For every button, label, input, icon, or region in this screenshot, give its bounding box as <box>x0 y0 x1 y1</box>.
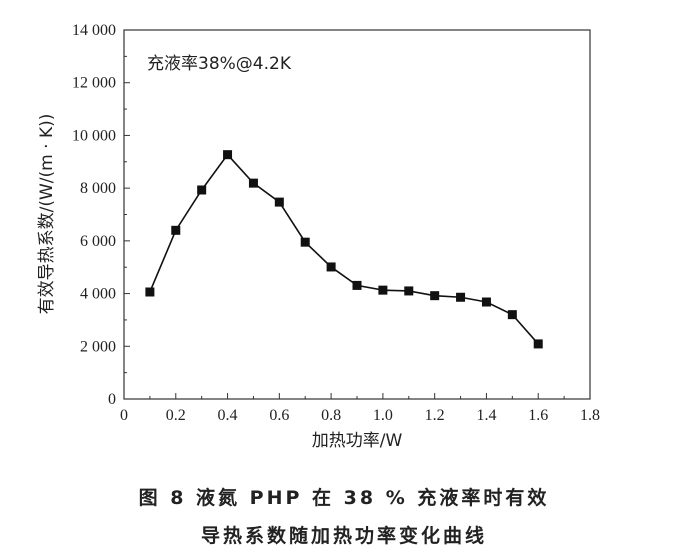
data-point <box>456 292 466 302</box>
y-tick-label: 14 000 <box>72 22 116 39</box>
y-tick-label: 0 <box>108 391 116 408</box>
data-point <box>430 291 440 301</box>
y-tick-label: 8 000 <box>80 180 116 197</box>
data-point <box>507 310 517 320</box>
figure-caption-line2: 导热系数随加热功率变化曲线 <box>200 525 487 547</box>
y-tick-label: 4 000 <box>80 286 116 303</box>
data-point <box>197 185 207 195</box>
data-point <box>326 262 336 272</box>
y-tick-label: 6 000 <box>80 233 116 250</box>
data-point <box>274 197 284 207</box>
x-tick-label: 1.6 <box>528 407 548 424</box>
annotation: 充液率38%@4.2K <box>147 54 292 74</box>
data-point <box>378 285 388 295</box>
y-axis-label: 有效导热系数/(W/(m · K)) <box>37 114 57 315</box>
data-point <box>404 286 414 296</box>
figure-caption-line1: 图 8 液氮 PHP 在 38 % 充液率时有效 <box>138 487 550 509</box>
x-tick-label: 0.6 <box>269 407 289 424</box>
y-tick-label: 10 000 <box>72 127 116 144</box>
series-line <box>149 153 539 345</box>
x-tick-label: 0.2 <box>166 407 186 424</box>
data-point <box>352 280 362 290</box>
data-point <box>223 150 233 160</box>
x-tick-label: 0.4 <box>218 407 238 424</box>
y-tick-label: 2 000 <box>80 338 116 355</box>
data-point <box>171 225 181 235</box>
x-tick-label: 1.2 <box>425 407 445 424</box>
data-point <box>300 237 310 247</box>
data-point <box>145 287 155 297</box>
data-point <box>248 178 258 188</box>
x-tick-label: 1.4 <box>476 407 496 424</box>
data-point <box>533 339 543 349</box>
data-point <box>481 297 491 307</box>
plot-frame <box>123 29 591 400</box>
y-tick-label: 12 000 <box>72 75 116 92</box>
x-tick-label: 0.8 <box>321 407 341 424</box>
x-tick-label: 1.8 <box>580 407 600 424</box>
x-tick-label: 1.0 <box>373 407 393 424</box>
x-axis-label: 加热功率/W <box>312 431 403 451</box>
x-tick-label: 0 <box>120 407 128 424</box>
